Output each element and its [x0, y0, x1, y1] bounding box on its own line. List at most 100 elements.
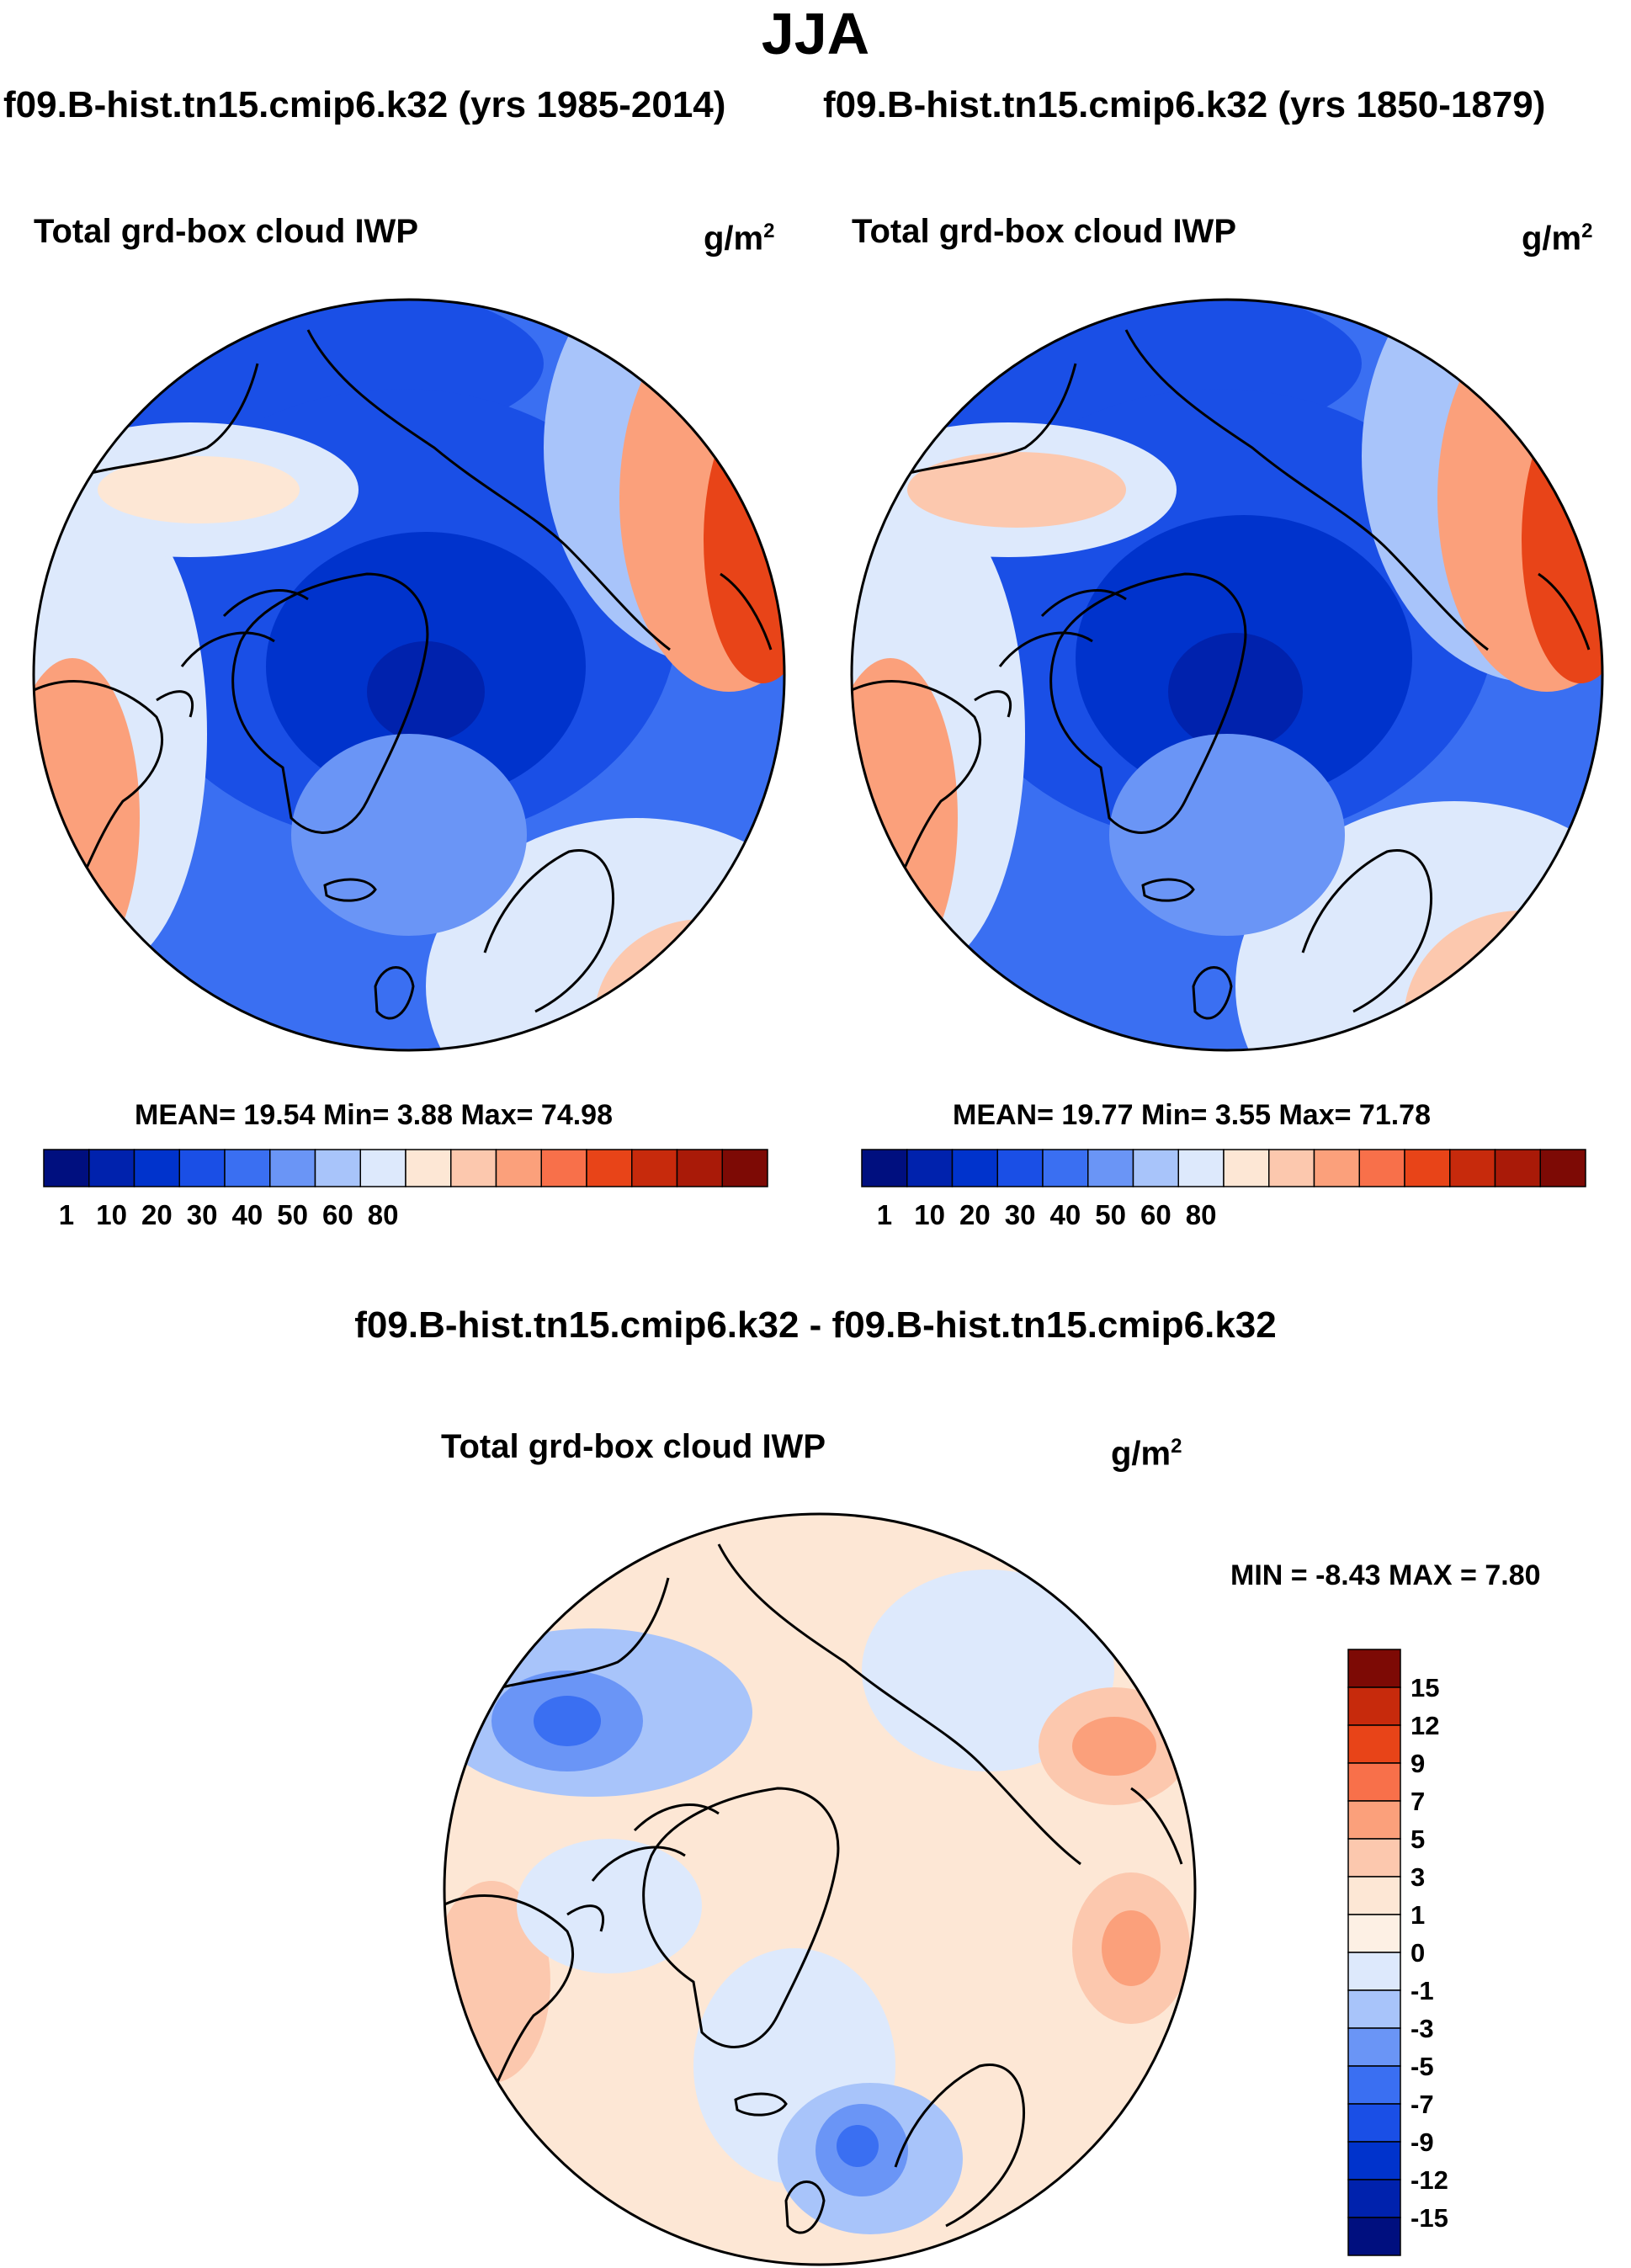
right-colorbar-box-15 — [1539, 1149, 1586, 1187]
left-min-value: 3.88 — [396, 1099, 454, 1131]
figure-title: JJA — [761, 1, 870, 66]
right-panel-units: g/m2 — [1522, 210, 1592, 259]
left-colorbar-tick-label: 60 — [322, 1199, 353, 1230]
right-colorbar-tick-label: 1 — [877, 1199, 892, 1230]
left-colorbar-box-9 — [450, 1149, 497, 1187]
left-colorbar-box-8 — [405, 1149, 452, 1187]
east-asia-positive-core — [1102, 1910, 1161, 1986]
scandinavia-coastline — [1301, 849, 1433, 1013]
alaska-coastline — [474, 1577, 670, 1697]
diff-colorbar-tick-label: 1 — [1411, 1900, 1425, 1930]
right-panel-title: Total grd-box cloud IWP — [852, 213, 1236, 250]
right-colorbar-box-5 — [1087, 1149, 1134, 1187]
left-colorbar-tick-label: 80 — [368, 1199, 399, 1230]
left-colorbar-box-6 — [314, 1149, 361, 1187]
diff-colorbar-box-12 — [1347, 2103, 1401, 2143]
iceland-coastline — [1141, 878, 1195, 902]
diff-colorbar-box-0 — [1347, 1649, 1401, 1688]
alaska-warm-field — [98, 456, 300, 523]
north-america-coastline — [852, 680, 981, 937]
diff-colorbar-box-8 — [1347, 1952, 1401, 1991]
scandinavia-coastline — [894, 2064, 1026, 2228]
iceland-coastline — [323, 878, 377, 902]
diff-colorbar-tick-label: -12 — [1411, 2165, 1448, 2195]
right-min-value: 3.55 — [1214, 1099, 1272, 1131]
siberia-positive-core — [1072, 1717, 1156, 1776]
right-case-label: f09.B-hist.tn15.cmip6.k32 (yrs 1850-1879… — [823, 84, 1546, 125]
canadian-archipelago-coastline — [566, 1803, 720, 1932]
left-colorbar-box-7 — [359, 1149, 406, 1187]
diff-colorbar-tick-label: -15 — [1411, 2203, 1448, 2233]
left-colorbar: 1 10 20 30 40 50 60 80 — [43, 1149, 768, 1230]
left-max-value: 74.98 — [540, 1099, 614, 1131]
diff-units-base: g/m — [1111, 1435, 1171, 1473]
diff-colorbar-box-3 — [1347, 1762, 1401, 1802]
right-mean-value: 19.77 — [1061, 1099, 1134, 1131]
right-polar-map — [850, 298, 1604, 1052]
atlantic-high-field — [1109, 734, 1345, 936]
left-colorbar-tick-label: 1 — [59, 1199, 74, 1230]
diff-min-value: -8.43 — [1315, 1559, 1381, 1591]
left-units-exponent: 2 — [763, 220, 775, 242]
left-min-label: Min= — [322, 1099, 390, 1131]
scandinavia-coastline — [483, 849, 615, 1013]
left-colorbar-box-15 — [721, 1149, 768, 1187]
left-colorbar-tick-label: 20 — [141, 1199, 173, 1230]
left-polar-map — [32, 298, 786, 1052]
alaska-warm-field — [907, 452, 1126, 528]
siberia-coastline — [306, 329, 671, 651]
diff-colorbar-tick-label: -3 — [1411, 2014, 1434, 2043]
difference-title: f09.B-hist.tn15.cmip6.k32 - f09.B-hist.t… — [354, 1304, 1277, 1346]
siberia-coastline — [717, 1543, 1081, 1866]
diff-colorbar-tick-label: -9 — [1411, 2127, 1434, 2157]
diff-colorbar-box-4 — [1347, 1800, 1401, 1840]
right-colorbar-box-13 — [1449, 1149, 1496, 1187]
greenland-coastline — [642, 1787, 840, 2048]
arctic-min-field — [1168, 633, 1303, 751]
diff-min-label: MIN = — [1230, 1559, 1308, 1591]
bering-negative-core — [534, 1696, 601, 1746]
left-colorbar-tick-label: 50 — [277, 1199, 308, 1230]
diff-colorbar-tick-label: -7 — [1411, 2090, 1434, 2119]
left-colorbar-box-3 — [178, 1149, 226, 1187]
diff-colorbar-tick-label: 0 — [1411, 1938, 1425, 1968]
right-colorbar-box-12 — [1404, 1149, 1451, 1187]
diff-units-exponent: 2 — [1171, 1435, 1182, 1458]
right-colorbar-box-9 — [1268, 1149, 1315, 1187]
diff-colorbar-box-13 — [1347, 2141, 1401, 2180]
diff-colorbar-tick-label: 5 — [1411, 1824, 1425, 1854]
greenland-coastline — [1049, 572, 1247, 834]
diff-colorbar-box-15 — [1347, 2217, 1401, 2256]
right-max-value: 71.78 — [1358, 1099, 1432, 1131]
right-max-label: Max= — [1278, 1099, 1352, 1131]
kamchatka-coastline — [720, 572, 773, 651]
diff-colorbar-box-2 — [1347, 1724, 1401, 1764]
siberia-coastline — [1124, 329, 1489, 651]
right-colorbar-box-1 — [906, 1149, 954, 1187]
left-units-base: g/m — [704, 220, 764, 258]
diff-colorbar-box-10 — [1347, 2027, 1401, 2067]
left-max-label: Max= — [460, 1099, 534, 1131]
diff-colorbar-tick-label: 7 — [1411, 1787, 1425, 1816]
diff-stats: MIN = -8.43 MAX = 7.80 — [1230, 1559, 1541, 1592]
diff-colorbar-box-1 — [1347, 1686, 1401, 1726]
british-isles-coastline — [1192, 966, 1233, 1020]
right-colorbar-tick-label: 20 — [959, 1199, 991, 1230]
right-colorbar-box-7 — [1177, 1149, 1225, 1187]
diff-colorbar-box-7 — [1347, 1914, 1401, 1953]
diff-colorbar-box-14 — [1347, 2179, 1401, 2218]
right-colorbar-box-8 — [1223, 1149, 1270, 1187]
north-america-coastline — [34, 680, 163, 937]
right-units-base: g/m — [1522, 220, 1582, 258]
diff-max-value: 7.80 — [1485, 1559, 1541, 1591]
left-panel-units: g/m2 — [704, 210, 774, 259]
left-colorbar-box-11 — [540, 1149, 587, 1187]
atlantic-high-field — [291, 734, 527, 936]
right-colorbar-box-3 — [996, 1149, 1044, 1187]
left-colorbar-box-13 — [631, 1149, 678, 1187]
right-colorbar-tick-label: 50 — [1095, 1199, 1126, 1230]
iceland-coastline — [734, 2092, 788, 2117]
diff-colorbar-tick-label: -5 — [1411, 2052, 1434, 2081]
diff-colorbar-box-5 — [1347, 1838, 1401, 1878]
greenland-coastline — [231, 572, 429, 834]
